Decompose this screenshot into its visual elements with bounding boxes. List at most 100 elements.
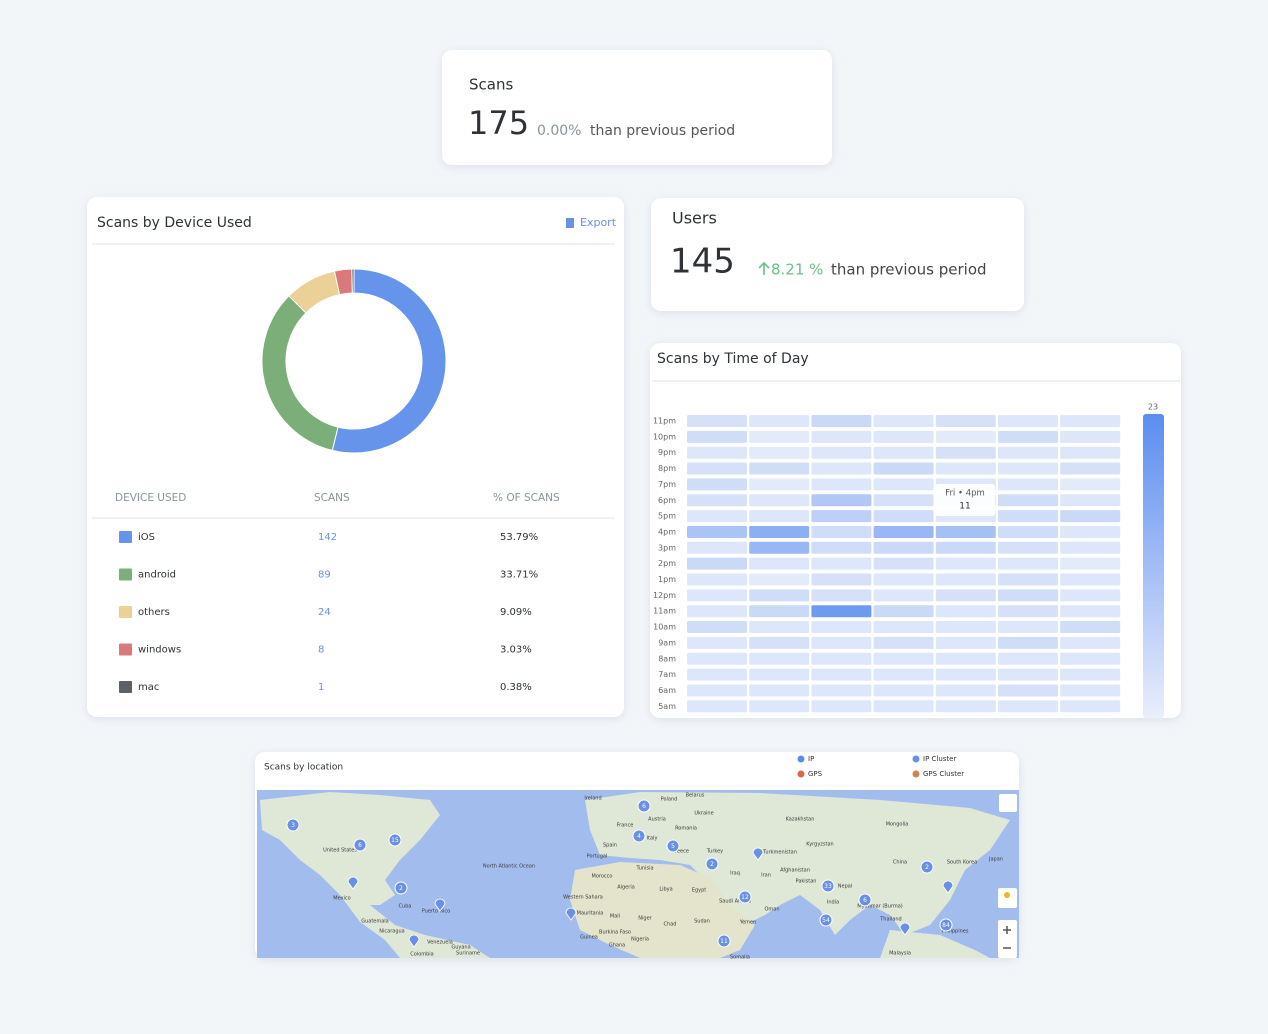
row-label: 2pm (658, 559, 676, 568)
place-label: Chad (664, 922, 677, 928)
cluster-count: 15 (391, 837, 399, 844)
device-title: Scans by Device Used (97, 215, 252, 231)
ip-pin (408, 934, 420, 948)
heat-cell (1060, 415, 1121, 427)
place-label: Libya (659, 887, 672, 893)
place-label: Niger (638, 916, 652, 922)
place-label: China (893, 860, 907, 866)
place-label: Mali (610, 914, 620, 920)
heat-cell (1060, 541, 1121, 554)
place-label: South Korea (947, 860, 977, 866)
land (585, 792, 1010, 935)
heat-cell (873, 652, 934, 665)
heat-cell (998, 525, 1058, 538)
place-label: Ghana (609, 943, 625, 949)
fullscreen-button[interactable] (999, 794, 1017, 812)
heat-cell (749, 557, 810, 570)
row-label: 9pm (658, 448, 676, 457)
heat-cell (873, 478, 934, 491)
users-value: 145 (670, 242, 735, 282)
heat-cell (935, 652, 996, 665)
heat-cell (687, 430, 747, 443)
heat-cell (873, 636, 934, 649)
heat-cell (873, 573, 934, 586)
heat-cell (1060, 636, 1121, 649)
scan-percent: 33.71% (500, 570, 538, 581)
cluster-marker (286, 818, 300, 832)
heat-cell (935, 573, 996, 586)
legend-label: GPS (808, 770, 823, 778)
cluster-count: 5 (671, 843, 675, 850)
heat-cell (811, 636, 872, 649)
heat-cell (687, 462, 747, 475)
up-arrow (758, 261, 770, 275)
device-name: others (138, 607, 170, 618)
heat-cell (935, 541, 996, 554)
cluster-marker (819, 913, 833, 927)
cluster-count: 4 (637, 833, 641, 840)
heat-cell (998, 541, 1058, 554)
place-label: Pakistan (796, 879, 817, 885)
heat-cell (998, 589, 1058, 602)
cluster-marker (939, 918, 953, 932)
ip-pin (752, 847, 764, 861)
place-label: Guatemala (361, 919, 389, 925)
heat-cell (687, 668, 747, 681)
heat-cell (1060, 668, 1121, 681)
heat-cell (1060, 684, 1121, 697)
column-header: % OF SCANS (493, 492, 560, 504)
place-label: Turkmenistan (762, 850, 797, 856)
heat-cell (811, 621, 872, 634)
cluster-marker (353, 838, 367, 852)
heat-cell (935, 430, 996, 443)
cluster-marker (637, 799, 651, 813)
land (570, 862, 755, 958)
street-view-button[interactable] (998, 888, 1017, 908)
heat-cell (749, 510, 810, 523)
legend-swatch (119, 681, 132, 693)
land (880, 930, 990, 958)
heat-cell (749, 415, 810, 427)
heat-cell (811, 494, 872, 507)
cluster-count: 6 (642, 803, 646, 810)
export-icon (566, 218, 574, 228)
heat-cell (687, 621, 747, 634)
heat-cell (935, 605, 996, 618)
scan-percent: 9.09% (500, 607, 532, 618)
heat-cell (1060, 557, 1121, 570)
heat-cell (998, 415, 1058, 427)
heat-cell (687, 652, 747, 665)
cluster-marker (388, 833, 402, 847)
heat-cell (687, 541, 747, 554)
place-label: Somalia (730, 955, 750, 961)
place-label: Puerto Rico (422, 909, 451, 915)
row-label: 6pm (658, 496, 676, 505)
heat-cell (998, 510, 1058, 523)
heat-cell (998, 636, 1058, 649)
heat-cell (873, 668, 934, 681)
heat-cell (749, 700, 810, 713)
cluster-count: 3 (291, 822, 295, 829)
heat-cell (687, 478, 747, 491)
place-label: India (827, 900, 839, 906)
cluster-count: 33 (824, 883, 832, 890)
row-label: 9am (658, 638, 676, 647)
export-button[interactable]: Export (580, 216, 617, 229)
legend-swatch (119, 531, 132, 543)
place-label: France (617, 823, 634, 829)
row-label: 12pm (653, 591, 676, 600)
legend-label: IP (808, 755, 814, 763)
cluster-marker (717, 934, 731, 948)
heat-cell (1060, 478, 1121, 491)
zoom-in[interactable] (1003, 926, 1011, 934)
scan-count: 24 (318, 607, 331, 618)
heat-cell (749, 573, 810, 586)
donut-segment (331, 268, 447, 454)
row-label: 7am (658, 670, 676, 679)
row-label: 3pm (658, 543, 676, 552)
place-label: Kazakhstan (786, 817, 815, 823)
legend-pin (912, 755, 920, 763)
place-label: Nigeria (631, 937, 649, 943)
heat-cell (873, 510, 934, 523)
